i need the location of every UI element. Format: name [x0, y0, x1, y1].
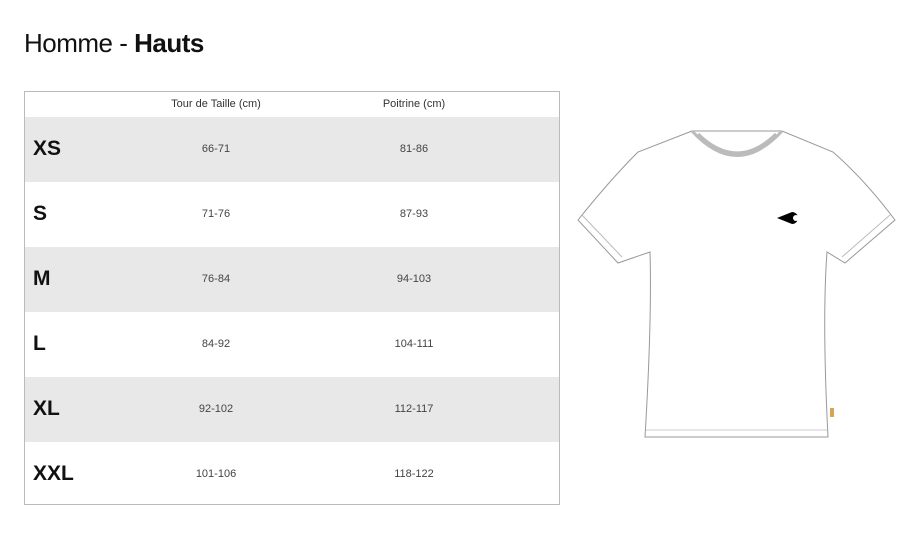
waist-value: 66-71: [201, 143, 231, 155]
table-row: L 84-92 104-111: [25, 312, 559, 377]
size-label: XL: [33, 397, 60, 420]
waist-value: 71-76: [201, 208, 231, 220]
table-row: S 71-76 87-93: [25, 182, 559, 247]
table-row: XL 92-102 112-117: [25, 377, 559, 442]
size-label: S: [33, 202, 48, 225]
table-header: Tour de Taille (cm) Poitrine (cm): [25, 92, 559, 117]
chest-value: 104-111: [394, 338, 434, 350]
page-title: Homme - Hauts: [24, 28, 204, 59]
size-label: XS: [33, 137, 62, 160]
tag-icon: [830, 408, 834, 417]
waist-value: 101-106: [195, 468, 237, 480]
waist-value: 84-92: [201, 338, 231, 350]
title-prefix: Homme -: [24, 28, 135, 58]
waist-value: 76-84: [201, 273, 231, 285]
size-label: M: [33, 267, 51, 290]
waist-value: 92-102: [198, 403, 234, 415]
size-label: L: [33, 332, 46, 355]
chest-value: 94-103: [396, 273, 432, 285]
tshirt-illustration: [577, 129, 896, 438]
size-label: XXL: [33, 462, 74, 485]
table-row: XXL 101-106 118-122: [25, 442, 559, 507]
table-row: XS 66-71 81-86: [25, 117, 559, 182]
title-category: Hauts: [134, 28, 204, 58]
header-chest: Poitrine (cm): [382, 98, 446, 110]
chest-value: 118-122: [394, 468, 434, 480]
tshirt-body: [577, 130, 896, 438]
chest-value: 87-93: [399, 208, 429, 220]
chest-value: 112-117: [394, 403, 434, 415]
size-table: Tour de Taille (cm) Poitrine (cm) XS 66-7…: [24, 91, 560, 505]
sleeve-cuffs: [581, 214, 891, 258]
table-row: M 76-84 94-103: [25, 247, 559, 312]
header-waist: Tour de Taille (cm): [171, 98, 261, 110]
collar: [690, 129, 784, 157]
chest-value: 81-86: [399, 143, 429, 155]
logo-icon: [777, 212, 799, 224]
